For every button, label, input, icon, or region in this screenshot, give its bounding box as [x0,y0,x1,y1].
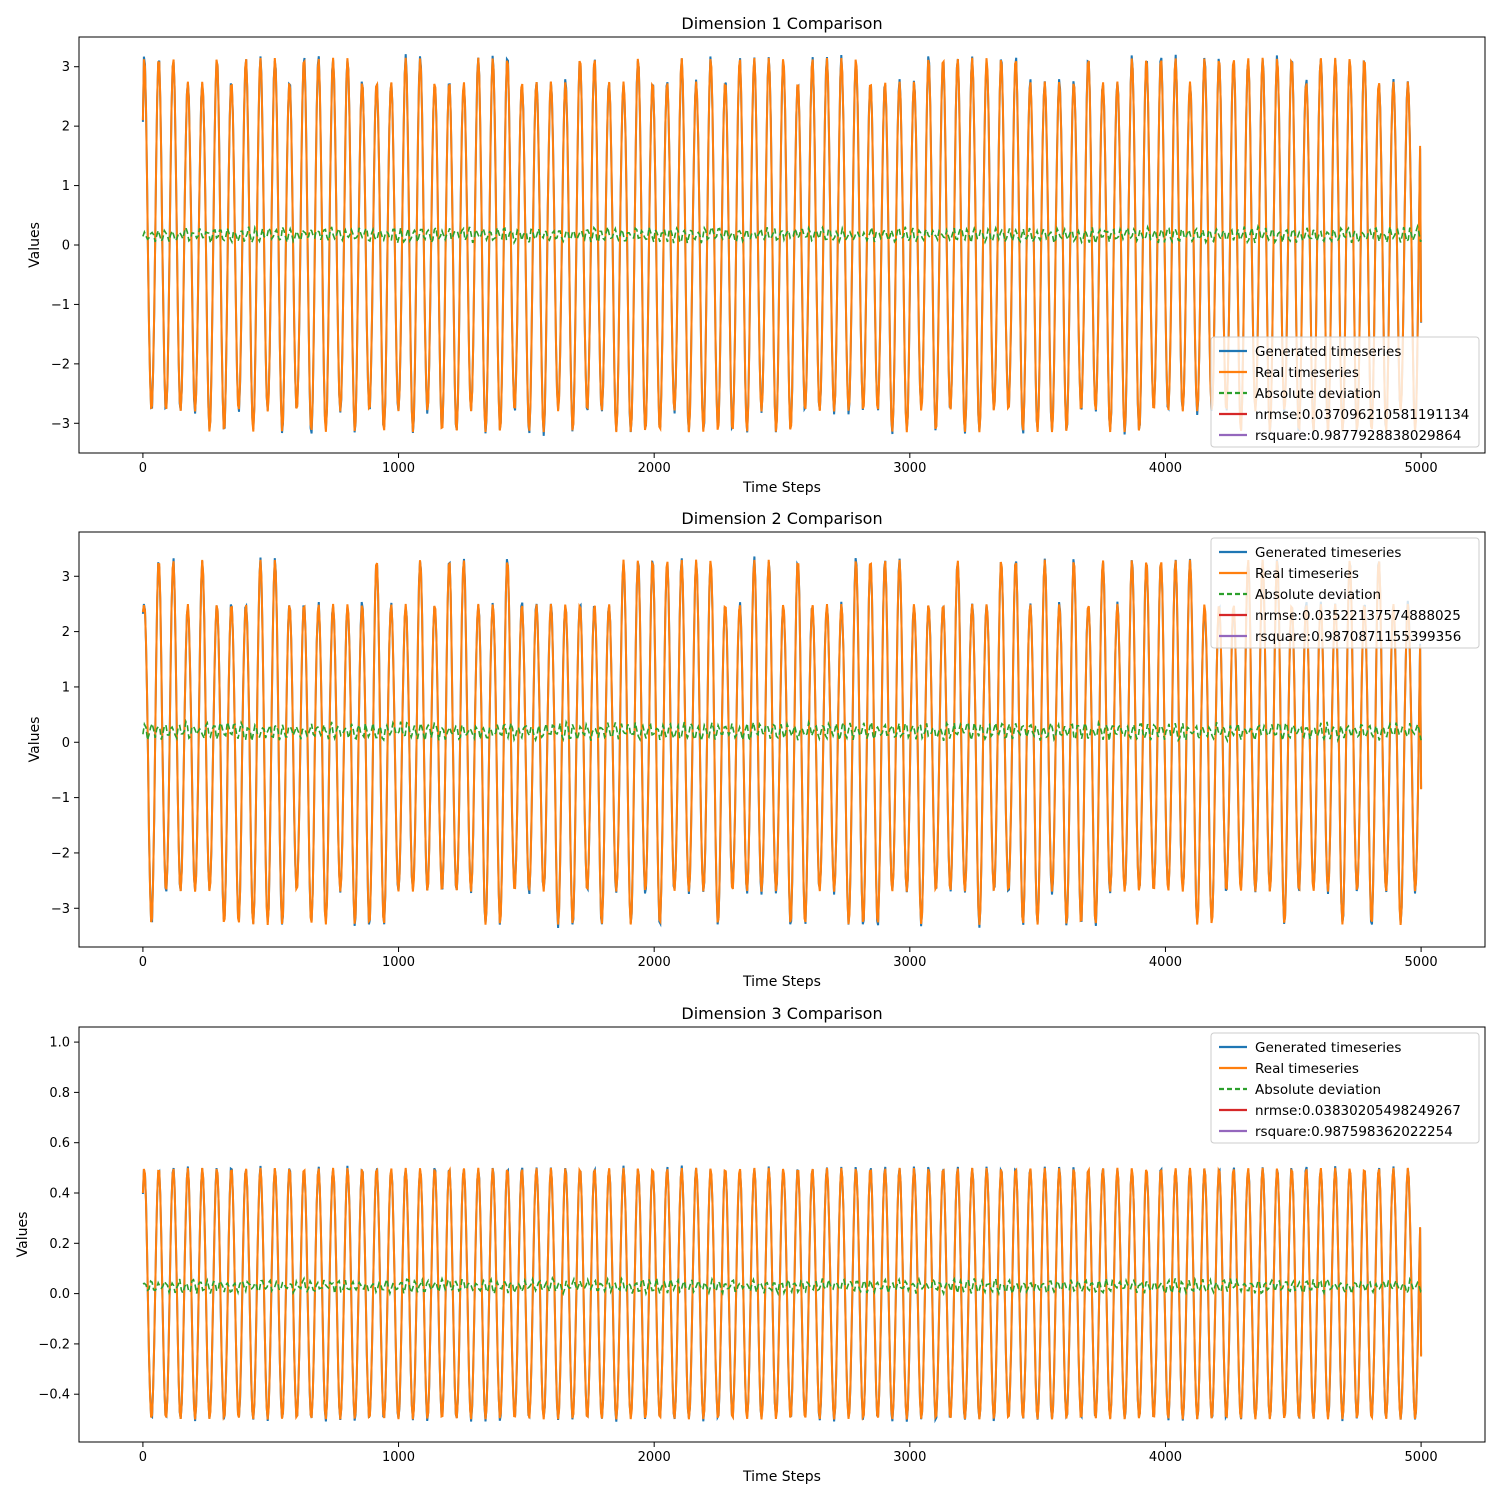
y-tick-label: 1 [62,179,70,194]
legend-label-5: rsquare:0.9870871155399356 [1255,629,1461,645]
legend: Generated timeseries Real timeseries Absol… [1210,1032,1480,1144]
subplot-2: Dimension 2 Comparison 0 1000 2000 3000 4000 5… [27,509,1486,990]
y-axis-label: Values [27,717,43,763]
y-tick-label: 0.4 [49,1187,70,1202]
y-tick-label: 2 [62,625,70,640]
legend-label-3: Absolute deviation [1255,386,1381,402]
x-tick-label: 2000 [638,1450,671,1465]
x-tick-label: 2000 [638,955,671,970]
y-axis-label: Values [27,222,43,268]
axes-frame [78,1026,1486,1443]
x-tick-label: 3000 [893,955,926,970]
legend: Generated timeseries Real timeseries Absol… [1210,336,1480,448]
x-tick-label: 5000 [1405,955,1438,970]
y-tick-label: 3 [62,60,70,75]
x-tick-label: 2000 [638,461,671,476]
legend-label-1: Generated timeseries [1255,344,1401,360]
legend-label-2: Real timeseries [1255,1061,1359,1077]
chart-title: Dimension 2 Comparison [681,509,882,528]
y-tick-label: −1 [51,298,70,313]
legend-box [1210,1032,1480,1144]
series-deviation-line [142,223,1422,246]
x-axis-label: Time Steps [742,974,821,990]
legend-label-3: Absolute deviation [1255,587,1381,603]
y-tick-label: −0.4 [38,1388,70,1403]
legend-label-1: Generated timeseries [1255,1040,1401,1056]
axes-frame [78,531,1486,948]
legend-label-2: Real timeseries [1255,365,1359,381]
chart-title: Dimension 1 Comparison [681,14,882,33]
legend-box [1210,336,1480,448]
legend-label-5: rsquare:0.9877928838029864 [1255,428,1461,444]
y-tick-label: −3 [51,902,70,917]
x-tick-label: 0 [139,955,147,970]
y-tick-label: 0.2 [49,1237,70,1252]
series-deviation-line [142,1275,1422,1297]
x-tick-label: 3000 [893,461,926,476]
legend-label-5: rsquare:0.987598362022254 [1255,1124,1453,1140]
chart-title: Dimension 3 Comparison [681,1004,882,1023]
y-tick-label: 0.8 [49,1086,70,1101]
subplot-3: Dimension 3 Comparison 0 1000 2000 3000 4000 5… [15,1004,1486,1485]
y-tick-label: 0.6 [49,1136,70,1151]
series-deviation-line [142,718,1422,744]
legend-label-4: nrmse:0.03830205498249267 [1255,1103,1461,1119]
x-tick-label: 4000 [1149,955,1182,970]
x-axis-label: Time Steps [742,1469,821,1485]
legend-label-1: Generated timeseries [1255,545,1401,561]
y-tick-label: 1.0 [49,1036,70,1051]
legend-label-4: nrmse:0.037096210581191134 [1255,407,1469,423]
x-tick-label: 1000 [382,955,415,970]
x-tick-label: 4000 [1149,461,1182,476]
y-tick-label: −3 [51,417,70,432]
legend-label-4: nrmse:0.03522137574888025 [1255,608,1461,624]
y-tick-label: 0 [62,736,70,751]
y-tick-label: 2 [62,120,70,135]
y-tick-label: −2 [51,357,70,372]
y-axis-label: Values [15,1212,31,1258]
subplot-1: Dimension 1 Comparison 0 1000 2000 3000 4000 5… [27,14,1486,496]
y-tick-label: 0 [62,239,70,254]
x-tick-label: 1000 [382,461,415,476]
y-tick-label: 0.0 [49,1287,70,1302]
legend-label-2: Real timeseries [1255,566,1359,582]
x-tick-label: 5000 [1405,1450,1438,1465]
x-tick-label: 1000 [382,1450,415,1465]
legend-label-3: Absolute deviation [1255,1082,1381,1098]
series-real-line [141,1166,1423,1422]
x-tick-label: 4000 [1149,1450,1182,1465]
y-tick-label: −2 [51,846,70,861]
plot-area [141,1165,1423,1424]
legend-box [1210,537,1480,649]
plot-area [141,54,1423,436]
series-real-line [141,559,1423,925]
y-tick-label: 3 [62,570,70,585]
y-tick-label: −0.2 [38,1337,70,1352]
x-tick-label: 0 [139,1450,147,1465]
legend: Generated timeseries Real timeseries Absol… [1210,537,1480,649]
y-tick-label: 1 [62,680,70,695]
plot-area [141,556,1423,929]
x-axis-label: Time Steps [742,480,821,496]
x-tick-label: 5000 [1405,461,1438,476]
x-tick-label: 3000 [893,1450,926,1465]
y-tick-label: −1 [51,791,70,806]
x-tick-label: 0 [139,461,147,476]
